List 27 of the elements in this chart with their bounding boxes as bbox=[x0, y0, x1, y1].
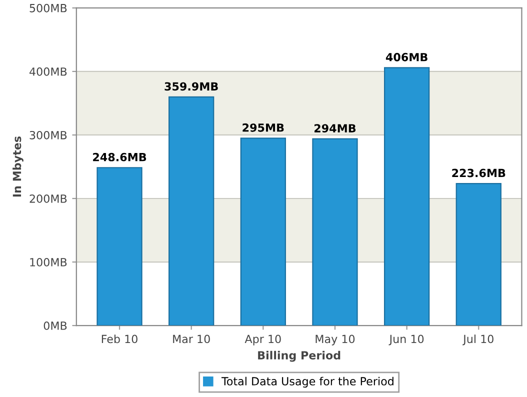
bar bbox=[384, 67, 430, 326]
x-tick-label: Apr 10 bbox=[244, 334, 281, 346]
bar bbox=[312, 138, 358, 326]
x-tick-label: Mar 10 bbox=[173, 334, 210, 344]
x-tick-label: Jun 10 bbox=[388, 334, 424, 346]
text: 295MB bbox=[242, 123, 284, 132]
text: 223.6MB bbox=[452, 168, 506, 178]
y-tick-label: 0MB bbox=[44, 322, 67, 330]
x-tick-label: May 10 bbox=[316, 334, 355, 346]
text: 248.6MB bbox=[93, 152, 146, 162]
legend-label: Total Data Usage for the Period bbox=[221, 376, 394, 388]
y-axis-title: In Mbytes bbox=[12, 136, 24, 197]
y-tick-label: 200MB bbox=[30, 194, 67, 203]
bar bbox=[456, 182, 502, 326]
bar bbox=[168, 96, 214, 326]
y-tick-label: 500MB bbox=[30, 4, 67, 12]
text: 294MB bbox=[314, 124, 356, 132]
text: 359.9MB bbox=[164, 82, 218, 91]
x-tick-label: Feb 10 bbox=[102, 334, 138, 344]
x-axis-title: Billing Period bbox=[258, 350, 340, 362]
y-tick-label: 100MB bbox=[30, 258, 67, 266]
y-tick-label: 300MB bbox=[30, 130, 67, 140]
bar bbox=[96, 167, 142, 326]
x-tick-label: Jul 10 bbox=[462, 334, 494, 346]
text: 406MB bbox=[386, 52, 428, 62]
bar bbox=[240, 138, 286, 326]
y-tick-label: 400MB bbox=[30, 67, 67, 76]
